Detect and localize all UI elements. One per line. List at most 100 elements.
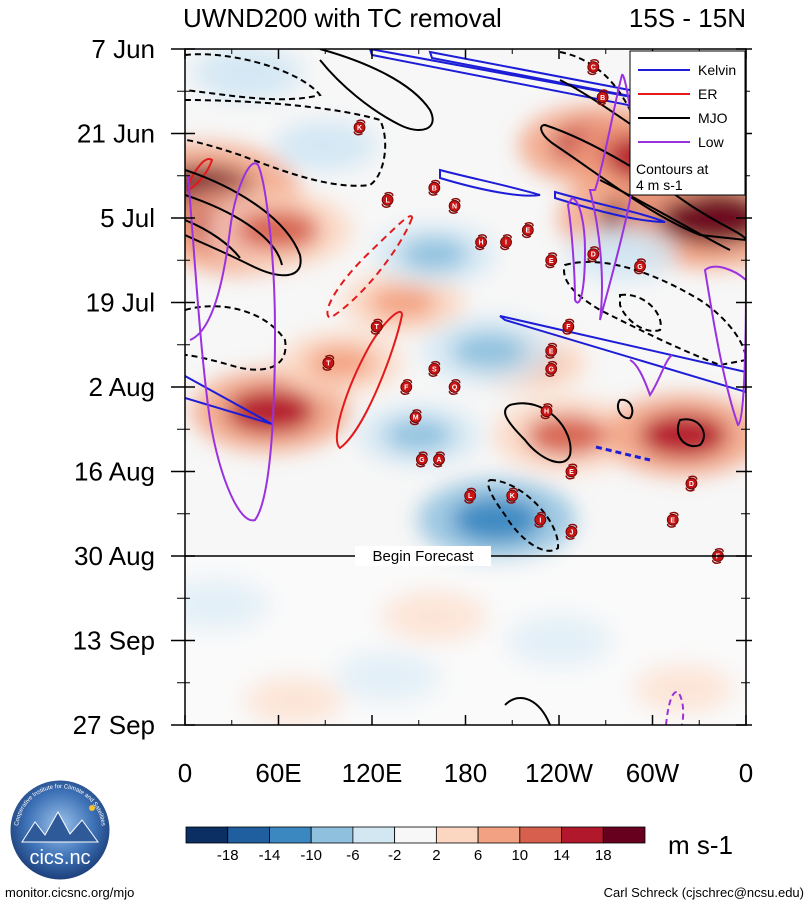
legend-label: Kelvin: [698, 62, 736, 78]
kelvin-contour: [499, 315, 746, 394]
low-contour: [665, 690, 685, 725]
tc-marker: B: [428, 179, 441, 196]
tc-marker-label: G: [419, 457, 425, 464]
colorbar-label: 10: [511, 847, 528, 864]
x-tick-label: 180: [444, 758, 487, 788]
colorbar-label: -14: [259, 847, 281, 864]
colorbar-label: -10: [300, 847, 322, 864]
er-contour: [335, 310, 404, 450]
tc-marker: F: [400, 379, 413, 395]
mjo-contour: [677, 418, 705, 448]
tc-marker-label: F: [404, 385, 409, 392]
colorbar-swatch: [352, 826, 396, 844]
forecast-label-bg: [355, 546, 491, 566]
logo-ring: [9, 779, 111, 881]
tc-marker: E: [521, 222, 534, 239]
anomaly-cell: [405, 602, 464, 631]
mjo-contour: [319, 49, 434, 131]
tc-marker: F: [562, 318, 575, 335]
logo-mountains: [21, 810, 99, 843]
tc-marker: H: [540, 403, 553, 420]
anomaly-cell: [452, 497, 541, 542]
anomaly-cell: [358, 662, 417, 691]
anomaly-cell: [451, 332, 527, 370]
er-contour: [326, 215, 414, 320]
tc-marker-label: I: [505, 240, 507, 247]
tc-marker-label: Q: [452, 385, 458, 392]
y-tick-label: 19 Jul: [86, 288, 155, 318]
anomaly-cell: [296, 131, 355, 160]
tc-marker-label: I: [539, 517, 541, 524]
colorbar-label: 6: [474, 847, 482, 864]
mjo-contour: [185, 53, 322, 101]
tc-marker: J: [565, 523, 578, 540]
colorbar: -18 -14 -10 -6 -2 2 6 10 14 18: [185, 826, 646, 864]
colorbar-swatch: [477, 826, 521, 844]
legend-item: Kelvin: [638, 62, 736, 78]
low-contour: [629, 354, 673, 398]
mjo-contour: [619, 293, 662, 332]
legend-item: Low: [638, 134, 725, 150]
tc-marker-label: A: [436, 457, 441, 464]
tc-marker: N: [448, 197, 461, 214]
y-tick-label: 5 Jul: [100, 203, 155, 233]
forecast-region: [185, 556, 746, 725]
tc-marker: I: [500, 234, 512, 251]
tc-marker: E: [565, 463, 578, 480]
low-contour: [588, 73, 635, 321]
tc-marker: M: [409, 409, 422, 426]
tc-marker-label: E: [549, 258, 554, 265]
low-contour: [566, 196, 587, 304]
tc-marker: E: [545, 342, 558, 359]
tc-marker: G: [545, 360, 558, 377]
y-tick-label: 16 Aug: [74, 457, 155, 487]
tc-marker-label: B: [432, 185, 437, 192]
anomaly-cell: [266, 687, 322, 714]
x-tick-label: 60W: [626, 758, 680, 788]
legend-item: ER: [638, 86, 717, 102]
tc-marker-label: G: [548, 366, 554, 373]
tc-marker-label: N: [452, 203, 457, 210]
mjo-contour: [616, 398, 634, 420]
x-tick-label: 120W: [525, 758, 593, 788]
x-tick-label: 60E: [255, 758, 301, 788]
footer-left: monitor.cicsnc.org/mjo: [5, 885, 134, 900]
tc-marker-label: K: [357, 125, 362, 132]
tc-marker-label: T: [375, 324, 380, 331]
anomaly-cell: [368, 285, 438, 320]
tc-marker: G: [415, 451, 428, 468]
colorbar-label: -18: [217, 847, 239, 864]
colorbar-swatch: [269, 826, 312, 844]
anomaly-cell: [226, 389, 315, 434]
colorbar-label: -2: [388, 847, 401, 864]
units-label: m s-1: [668, 830, 733, 860]
er-contour: [187, 158, 214, 192]
y-tick-label: 7 Jun: [91, 34, 155, 64]
y-tick-label: 2 Aug: [88, 372, 155, 402]
anomaly-cell: [186, 590, 246, 619]
tc-marker: D: [685, 475, 698, 492]
chart-title: UWND200 with TC removal: [183, 3, 502, 33]
tc-marker-label: M: [413, 415, 419, 422]
mjo-contour: [487, 478, 560, 552]
footer-right: Carl Schreck (cjschrec@ncsu.edu): [604, 885, 804, 900]
tc-marker: Q: [448, 379, 461, 395]
mjo-contour: [559, 51, 631, 111]
tc-marker-label: E: [549, 348, 554, 355]
tc-marker: L: [464, 487, 477, 504]
mjo-contour: [504, 696, 551, 725]
y-tick-label: 21 Jun: [77, 119, 155, 149]
y-tick-label: 13 Sep: [73, 626, 155, 656]
colorbar-swatch: [394, 826, 437, 844]
kelvin-contour: [554, 190, 666, 223]
colorbar-label: -6: [346, 847, 359, 864]
mjo-contour: [599, 179, 731, 251]
anomaly-cell: [306, 346, 376, 380]
colorbar-label: 14: [553, 847, 570, 864]
legend-note-line2: 4 m s-1: [636, 177, 683, 193]
mjo-contour: [185, 305, 287, 371]
mjo-contour: [185, 194, 283, 266]
tc-marker-label: J: [570, 529, 574, 536]
tc-marker: T: [370, 318, 383, 335]
